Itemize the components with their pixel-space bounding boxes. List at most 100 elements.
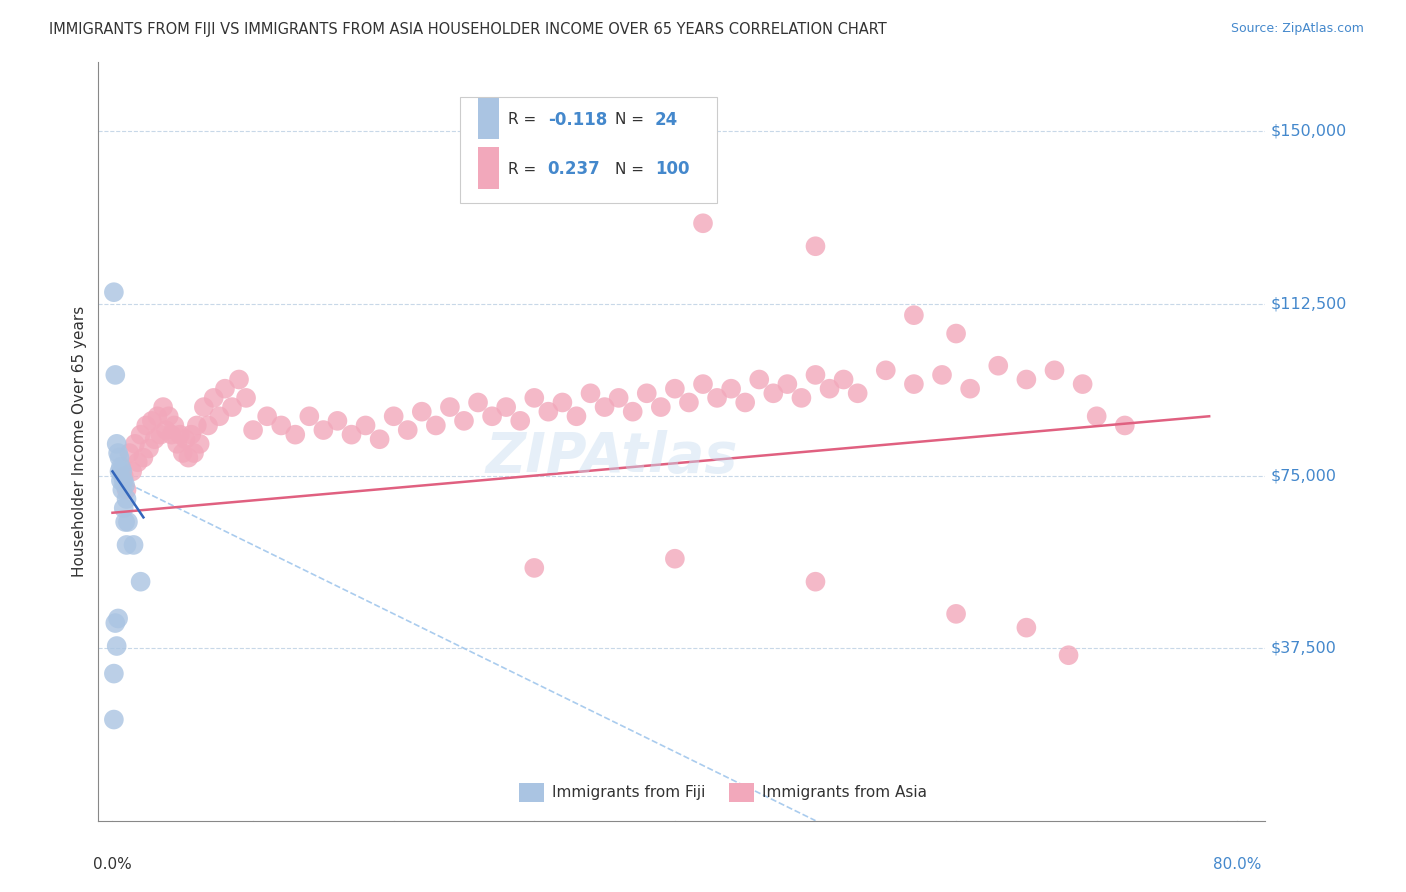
Point bbox=[720, 382, 742, 396]
Point bbox=[103, 666, 125, 681]
Text: IMMIGRANTS FROM FIJI VS IMMIGRANTS FROM ASIA HOUSEHOLDER INCOME OVER 65 YEARS CO: IMMIGRANTS FROM FIJI VS IMMIGRANTS FROM … bbox=[49, 22, 887, 37]
Point bbox=[368, 432, 391, 446]
FancyBboxPatch shape bbox=[478, 147, 499, 189]
Point bbox=[467, 395, 489, 409]
Point bbox=[108, 464, 131, 478]
Point bbox=[110, 474, 132, 488]
Point bbox=[818, 382, 841, 396]
Point bbox=[105, 639, 128, 653]
Point bbox=[439, 400, 461, 414]
Point bbox=[242, 423, 264, 437]
Text: 24: 24 bbox=[655, 111, 678, 128]
Point bbox=[202, 391, 225, 405]
Point bbox=[104, 615, 127, 630]
Point bbox=[193, 400, 215, 414]
Point bbox=[112, 469, 135, 483]
Point bbox=[692, 216, 714, 230]
Point bbox=[762, 386, 785, 401]
Point bbox=[228, 372, 250, 386]
Point bbox=[453, 414, 475, 428]
Point bbox=[103, 713, 125, 727]
Point bbox=[155, 423, 177, 437]
Point bbox=[692, 377, 714, 392]
Point bbox=[776, 377, 799, 392]
Y-axis label: Householder Income Over 65 years: Householder Income Over 65 years bbox=[72, 306, 87, 577]
Point bbox=[903, 377, 925, 392]
FancyBboxPatch shape bbox=[728, 783, 754, 802]
Point bbox=[135, 418, 157, 433]
Point bbox=[108, 450, 131, 465]
Point bbox=[138, 442, 160, 456]
Point bbox=[169, 427, 191, 442]
Text: $37,500: $37,500 bbox=[1271, 640, 1337, 656]
Point bbox=[846, 386, 869, 401]
Text: N =: N = bbox=[616, 161, 650, 177]
Point bbox=[104, 368, 127, 382]
Text: 80.0%: 80.0% bbox=[1213, 857, 1261, 872]
Point bbox=[214, 382, 236, 396]
Point bbox=[163, 418, 186, 433]
Text: Immigrants from Fiji: Immigrants from Fiji bbox=[553, 785, 706, 800]
Text: $75,000: $75,000 bbox=[1271, 468, 1337, 483]
Point bbox=[160, 427, 183, 442]
Point bbox=[523, 561, 546, 575]
Point bbox=[183, 446, 205, 460]
Point bbox=[1071, 377, 1094, 392]
Text: R =: R = bbox=[508, 112, 541, 128]
Point bbox=[875, 363, 897, 377]
Point bbox=[959, 382, 981, 396]
Point bbox=[523, 391, 546, 405]
Text: Immigrants from Asia: Immigrants from Asia bbox=[762, 785, 928, 800]
Point bbox=[270, 418, 292, 433]
Point bbox=[188, 437, 211, 451]
Point bbox=[1015, 372, 1038, 386]
Point bbox=[143, 432, 166, 446]
Text: R =: R = bbox=[508, 161, 541, 177]
Point bbox=[706, 391, 728, 405]
Point bbox=[129, 574, 152, 589]
Point bbox=[132, 450, 155, 465]
Text: -0.118: -0.118 bbox=[548, 111, 607, 128]
Point bbox=[1085, 409, 1108, 424]
Point bbox=[678, 395, 700, 409]
Point bbox=[127, 455, 149, 469]
Point bbox=[931, 368, 953, 382]
Text: ZIPAtlas: ZIPAtlas bbox=[485, 430, 738, 483]
Point bbox=[312, 423, 335, 437]
Text: 0.237: 0.237 bbox=[548, 160, 600, 178]
Point bbox=[636, 386, 658, 401]
Point bbox=[107, 446, 129, 460]
Text: $112,500: $112,500 bbox=[1271, 296, 1347, 311]
Point bbox=[157, 409, 180, 424]
Point bbox=[481, 409, 503, 424]
Text: 100: 100 bbox=[655, 160, 689, 178]
Point bbox=[114, 515, 136, 529]
Point bbox=[111, 483, 134, 497]
Point bbox=[607, 391, 630, 405]
Point bbox=[103, 285, 125, 300]
Point bbox=[945, 607, 967, 621]
Point bbox=[326, 414, 349, 428]
Point bbox=[121, 464, 143, 478]
Point bbox=[180, 427, 202, 442]
Point bbox=[579, 386, 602, 401]
Point bbox=[129, 427, 152, 442]
Point bbox=[354, 418, 377, 433]
Point bbox=[804, 368, 827, 382]
Point bbox=[284, 427, 307, 442]
Point bbox=[197, 418, 219, 433]
Point bbox=[537, 405, 560, 419]
Point bbox=[114, 478, 136, 492]
Point bbox=[664, 382, 686, 396]
Point bbox=[298, 409, 321, 424]
Text: 0.0%: 0.0% bbox=[93, 857, 132, 872]
Text: Source: ZipAtlas.com: Source: ZipAtlas.com bbox=[1230, 22, 1364, 36]
Point bbox=[1057, 648, 1080, 663]
Point bbox=[115, 491, 138, 506]
Point bbox=[122, 538, 145, 552]
Point bbox=[734, 395, 756, 409]
Point bbox=[664, 551, 686, 566]
Point bbox=[903, 308, 925, 322]
Point bbox=[221, 400, 243, 414]
Point bbox=[172, 446, 194, 460]
